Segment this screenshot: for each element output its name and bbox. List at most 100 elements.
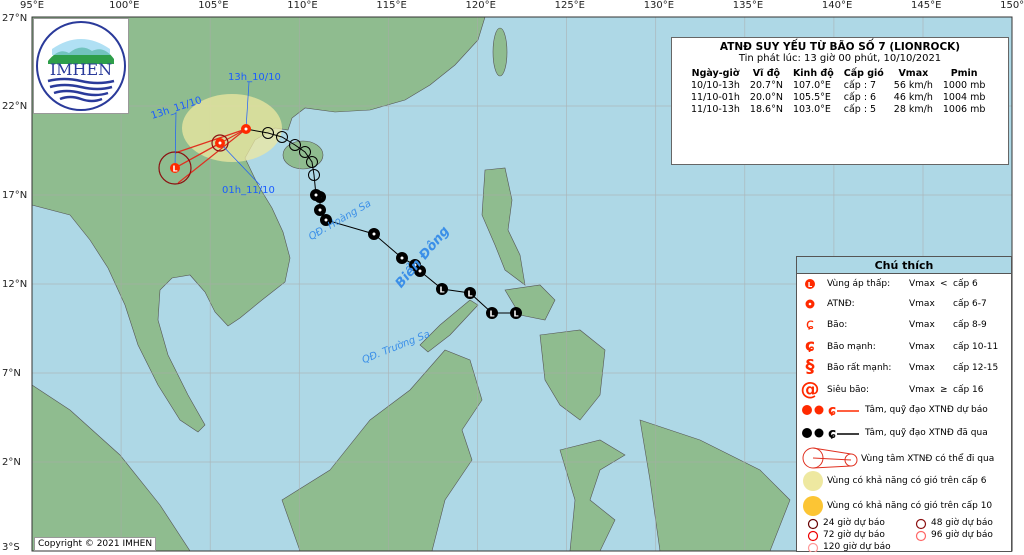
forecast-track-icon: ɕ bbox=[802, 403, 859, 419]
legend-24h: 24 giờ dự báo bbox=[823, 518, 885, 528]
legend-item: Bão: Vmax cấp 8-9 bbox=[797, 320, 1011, 331]
lat-tick-label: 27°N bbox=[2, 13, 28, 24]
legend-lvl: cấp 16 bbox=[953, 385, 984, 395]
legend-v: Vmax bbox=[909, 320, 935, 330]
legend-cone: Vùng tâm XTNĐ có thể đi qua bbox=[861, 454, 995, 464]
svg-text:ɕ: ɕ bbox=[828, 403, 836, 419]
table-cell: cấp : 5 bbox=[843, 104, 877, 115]
lon-tick-label: 145°E bbox=[911, 0, 942, 11]
table-cell: 1004 mb bbox=[942, 92, 986, 103]
legend-symbols: L ɕ ɕ § @ ɕ ɕ bbox=[801, 279, 927, 552]
storm-icon: ɕ bbox=[806, 315, 814, 333]
lon-tick-label: 100°E bbox=[109, 0, 140, 11]
time-label: 01h_11/10 bbox=[222, 185, 275, 196]
table-header: Ngày-giờ bbox=[691, 68, 740, 79]
legend-item: Bão rất mạnh: Vmax cấp 12-15 bbox=[797, 363, 1011, 374]
120h-circle-icon bbox=[807, 542, 819, 552]
lon-tick-label: 125°E bbox=[554, 0, 585, 11]
past-track-point bbox=[486, 307, 498, 319]
table-cell: 46 km/h bbox=[893, 92, 933, 103]
time-label: 13h_10/10 bbox=[228, 72, 281, 83]
storm-info-panel: ATNĐ SUY YẾU TỪ BÃO SỐ 7 (LIONROCK) Tin … bbox=[671, 37, 1009, 165]
table-cell: 20.0°N bbox=[749, 92, 783, 103]
strong-storm-icon: ɕ bbox=[805, 336, 815, 356]
wind6-icon bbox=[803, 471, 823, 491]
lon-tick-label: 105°E bbox=[198, 0, 229, 11]
past-track-icon: ɕ bbox=[802, 426, 859, 442]
wind10-icon bbox=[803, 496, 823, 516]
svg-text:L: L bbox=[439, 286, 444, 295]
table-row: 10/10-13h 20.7°N 107.0°E cấp : 7 56 km/h 1000… bbox=[686, 80, 990, 92]
legend-lvl: cấp 12-15 bbox=[953, 363, 999, 373]
svg-text:L: L bbox=[467, 290, 472, 299]
legend-name: Bão: bbox=[827, 320, 848, 330]
lon-tick-label: 110°E bbox=[287, 0, 318, 11]
legend-forecast-track: Tâm, quỹ đạo XTNĐ dự báo bbox=[865, 405, 988, 415]
legend-op: < bbox=[940, 279, 948, 289]
lon-tick-label: 95°E bbox=[20, 0, 45, 11]
table-cell: cấp : 7 bbox=[843, 80, 877, 91]
legend-lvl: cấp 6-7 bbox=[953, 299, 987, 309]
legend-item: ATNĐ: Vmax cấp 6-7 bbox=[797, 299, 1011, 310]
lat-tick-label: 12°N bbox=[2, 279, 28, 290]
svg-text:L: L bbox=[489, 310, 494, 319]
legend-name: Vùng áp thấp: bbox=[827, 279, 891, 289]
legend: Chú thích L ɕ ɕ § @ ɕ ɕ Vùng áp thấp: Vma… bbox=[796, 256, 1012, 552]
legend-120h: 120 giờ dự báo bbox=[823, 542, 891, 552]
lat-tick-label: 7°N bbox=[2, 368, 21, 379]
low-pressure-icon bbox=[805, 279, 815, 289]
table-cell: 10/10-13h bbox=[691, 80, 740, 91]
forecast-points: L bbox=[170, 124, 251, 174]
lon-tick-label: 115°E bbox=[376, 0, 407, 11]
legend-72h: 72 giờ dự báo bbox=[823, 530, 885, 540]
past-track-point bbox=[289, 139, 301, 151]
super-typhoon-icon: @ bbox=[801, 378, 820, 400]
legend-past-track: Tâm, quỹ đạo XTNĐ đã qua bbox=[865, 428, 988, 438]
imhen-logo: IMHEN bbox=[33, 18, 129, 114]
legend-name: Bão rất mạnh: bbox=[827, 363, 892, 373]
lon-tick-label: 150°E bbox=[1000, 0, 1024, 11]
forecast-table: Ngày-giờ Vĩ độ Kinh độ Cấp gió Vmax Pmin 10/1… bbox=[686, 67, 990, 116]
table-cell: 18.6°N bbox=[749, 104, 783, 115]
legend-v: Vmax bbox=[909, 299, 935, 309]
table-cell: 11/10-13h bbox=[691, 104, 740, 115]
wind-level-6-zone bbox=[182, 94, 282, 162]
table-cell: 1000 mb bbox=[942, 80, 986, 91]
svg-text:L: L bbox=[513, 310, 518, 319]
table-header: Cấp gió bbox=[843, 68, 884, 79]
legend-name: Bão mạnh: bbox=[827, 342, 876, 352]
72h-circle-icon bbox=[807, 530, 819, 542]
legend-v: Vmax bbox=[909, 279, 935, 289]
svg-text:L: L bbox=[172, 165, 177, 174]
past-track-point bbox=[436, 283, 448, 295]
lat-tick-label: 17°N bbox=[2, 190, 28, 201]
legend-v: Vmax bbox=[909, 342, 935, 352]
table-cell: 105.5°E bbox=[792, 92, 831, 103]
table-cell: 107.0°E bbox=[792, 80, 831, 91]
past-track-point bbox=[464, 287, 476, 299]
legend-title: Chú thích bbox=[797, 257, 1011, 274]
legend-op: ≥ bbox=[940, 385, 948, 395]
legend-wind6: Vùng có khả năng có gió trên cấp 6 bbox=[827, 476, 987, 486]
cone-icon bbox=[802, 447, 858, 469]
svg-text:IMHEN: IMHEN bbox=[50, 60, 112, 79]
table-cell: cấp : 6 bbox=[843, 92, 877, 103]
lat-tick-label: 22°N bbox=[2, 101, 28, 112]
legend-name: Siêu bão: bbox=[827, 385, 870, 395]
table-cell: 56 km/h bbox=[893, 80, 933, 91]
legend-item: Vùng áp thấp: Vmax < cấp 6 bbox=[797, 279, 1011, 290]
svg-text:ɕ: ɕ bbox=[828, 426, 836, 442]
copyright: Copyright © 2021 IMHEN bbox=[34, 537, 157, 551]
48h-circle-icon bbox=[915, 518, 927, 530]
past-track-point bbox=[308, 169, 320, 181]
lon-tick-label: 140°E bbox=[821, 0, 853, 11]
legend-96h: 96 giờ dự báo bbox=[931, 530, 993, 540]
issue-time: Tin phát lúc: 13 giờ 00 phút, 10/10/2021 bbox=[738, 53, 942, 64]
table-row: 11/10-01h 20.0°N 105.5°E cấp : 6 46 km/h 1004… bbox=[686, 92, 990, 104]
lat-tick-label: 3°S bbox=[2, 542, 20, 553]
table-cell: 20.7°N bbox=[749, 80, 783, 91]
legend-item: Siêu bão: Vmax ≥ cấp 16 bbox=[797, 385, 1011, 396]
96h-circle-icon bbox=[915, 530, 927, 542]
24h-circle-icon bbox=[807, 518, 819, 530]
lon-tick-label: 130°E bbox=[643, 0, 675, 11]
